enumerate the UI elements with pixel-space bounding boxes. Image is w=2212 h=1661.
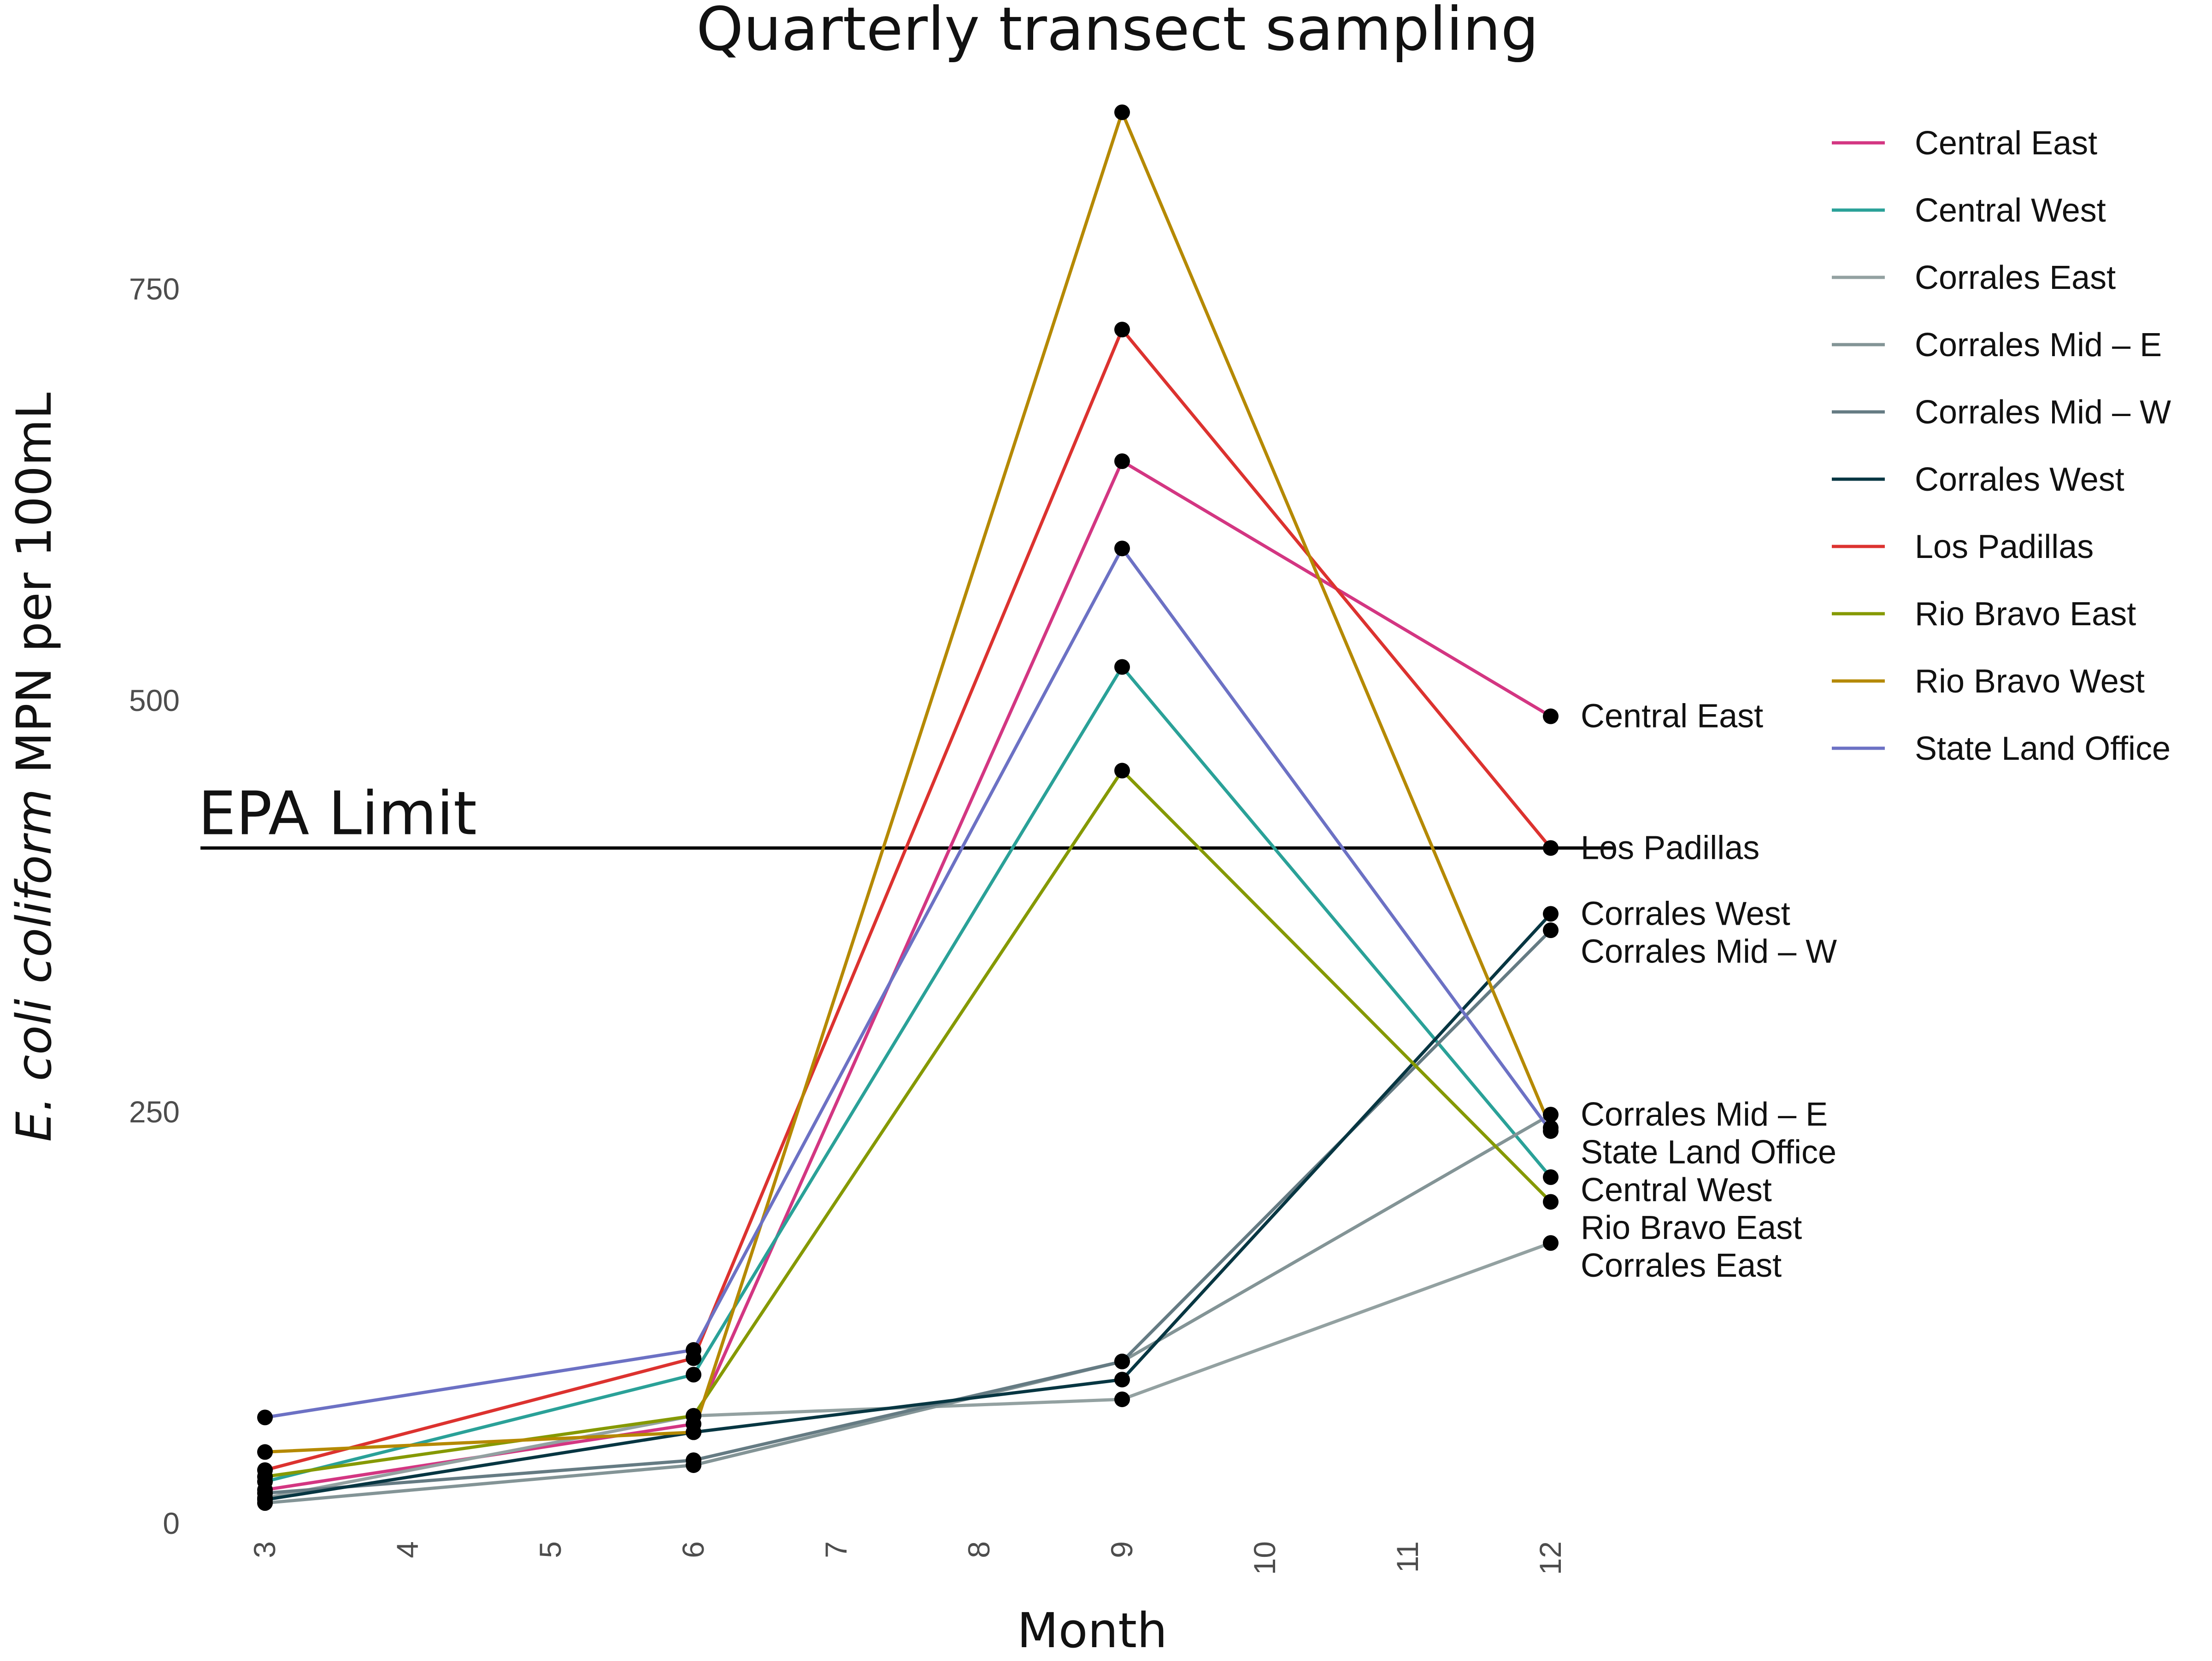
data-point [1543, 922, 1559, 939]
legend-label: Los Padillas [1915, 528, 2094, 565]
end-label: Corrales Mid – W [1581, 933, 1837, 970]
end-label: Corrales Mid – E [1581, 1096, 1828, 1133]
y-tick-label: 500 [129, 683, 180, 717]
legend: Central East Central West Corrales East Cor… [1832, 125, 2171, 767]
data-point [257, 1491, 273, 1508]
series-line-state-land-office [265, 546, 1552, 1419]
y-axis-title-italic: E. coli coliform [6, 789, 62, 1142]
data-point [1543, 1235, 1559, 1251]
legend-label: Corrales West [1915, 461, 2124, 498]
end-label: Rio Bravo East [1581, 1209, 1802, 1246]
data-point [1543, 708, 1559, 724]
series-line-corrales-east [265, 1241, 1552, 1500]
legend-label: Corrales Mid – E [1915, 327, 2162, 364]
y-tick-label: 250 [129, 1095, 180, 1129]
data-point [1114, 1391, 1130, 1408]
series-line-rio-bravo-west [265, 111, 1553, 1454]
end-label: Corrales West [1581, 895, 1790, 932]
legend-label: Corrales East [1915, 259, 2116, 296]
data-point [1543, 1194, 1559, 1210]
series-line-corrales-west [265, 912, 1552, 1502]
x-tick-label: 3 [247, 1541, 282, 1558]
data-point [686, 1342, 701, 1358]
data-point [1114, 763, 1130, 779]
series-line-rio-bravo-east [265, 769, 1552, 1479]
legend-label: Rio Bravo West [1915, 663, 2145, 700]
data-point [1543, 840, 1559, 856]
end-label: Los Padillas [1581, 829, 1759, 866]
end-label: Central West [1581, 1172, 1772, 1209]
data-point [1114, 1353, 1130, 1369]
data-point [1114, 322, 1130, 338]
end-label: State Land Office [1581, 1134, 1836, 1171]
x-tick-label: 10 [1247, 1541, 1282, 1575]
series-lines [265, 111, 1553, 1505]
x-tick-label: 12 [1533, 1541, 1567, 1575]
legend-label: Rio Bravo East [1915, 596, 2136, 633]
x-tick-label: 8 [962, 1541, 996, 1558]
y-tick-label: 750 [129, 272, 180, 306]
x-tick-label: 4 [390, 1541, 424, 1558]
x-tick-label: 6 [676, 1541, 710, 1558]
end-label: Central East [1581, 698, 1763, 735]
series-points [257, 104, 1559, 1511]
data-point [1543, 1123, 1559, 1139]
data-point [1114, 659, 1130, 675]
series-line-los-padillas [265, 328, 1552, 1472]
series-line-central-west [265, 665, 1552, 1484]
data-point [686, 1452, 701, 1468]
epa-limit-label: EPA Limit [198, 778, 477, 848]
series-line-corrales-mid-e [265, 1113, 1552, 1505]
data-point [686, 1367, 701, 1383]
data-point [257, 1468, 273, 1485]
x-tick-label: 9 [1105, 1541, 1139, 1558]
data-point [1543, 1107, 1559, 1123]
x-tick-label: 5 [533, 1541, 567, 1558]
y-axis-ticks: 0 250 500 750 [129, 272, 180, 1540]
data-point [686, 1408, 701, 1424]
end-label: Corrales East [1581, 1247, 1782, 1284]
data-point [1114, 540, 1130, 557]
data-point [257, 1444, 273, 1460]
legend-label: Corrales Mid – W [1915, 394, 2171, 431]
data-point [686, 1424, 701, 1440]
legend-label: State Land Office [1915, 730, 2171, 767]
legend-label: Central West [1915, 192, 2106, 229]
legend-label: Central East [1915, 125, 2097, 162]
y-tick-label: 0 [163, 1506, 180, 1540]
x-axis-ticks: 3 4 5 6 7 8 9 10 11 12 [247, 1541, 1567, 1575]
chart-title: Quarterly transect sampling [696, 0, 1539, 64]
data-point [1114, 104, 1130, 120]
y-axis-title: E. coli coliform MPN per 100mL [6, 393, 62, 1142]
x-tick-label: 7 [819, 1541, 853, 1558]
x-tick-label: 11 [1390, 1541, 1424, 1573]
data-point [1543, 1169, 1559, 1185]
reference-line-group: EPA Limit [198, 778, 1615, 850]
data-point [1114, 1372, 1130, 1388]
y-axis-title-rest: MPN per 100mL [6, 393, 62, 789]
data-point [1114, 453, 1130, 469]
data-point [257, 1409, 273, 1426]
x-axis-title: Month [1017, 1602, 1167, 1659]
data-point [1543, 906, 1559, 922]
